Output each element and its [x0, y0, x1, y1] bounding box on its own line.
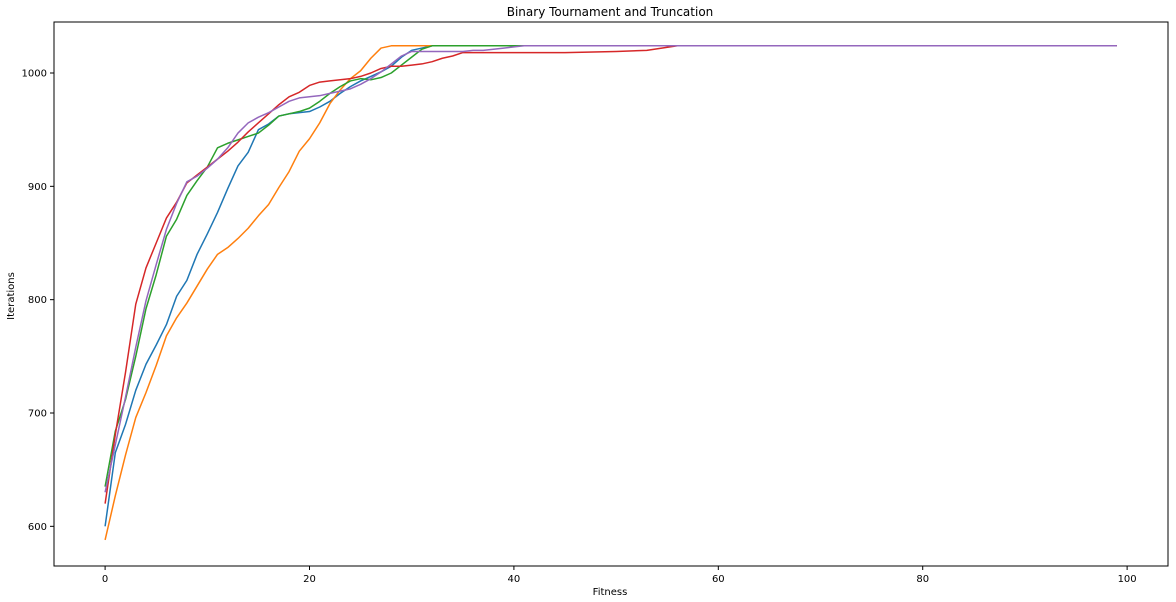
- x-tick-label: 60: [712, 574, 725, 585]
- series-line-3: [104, 45, 1117, 487]
- x-tick-label: 80: [916, 574, 929, 585]
- plot-lines: [104, 45, 1117, 541]
- y-tick-label: 700: [28, 409, 47, 420]
- y-tick-label: 600: [28, 522, 47, 533]
- y-tick-label: 1000: [22, 69, 47, 80]
- y-tick-label: 800: [28, 295, 47, 306]
- y-tick-label: 900: [28, 182, 47, 193]
- x-tick-label: 40: [508, 574, 521, 585]
- chart-title: Binary Tournament and Truncation: [507, 5, 714, 19]
- y-axis-label: Iterations: [6, 272, 17, 320]
- x-tick-label: 100: [1118, 574, 1137, 585]
- x-tick-label: 0: [102, 574, 108, 585]
- series-line-5: [104, 45, 1117, 493]
- series-line-4: [104, 45, 1117, 504]
- x-tick-label: 20: [303, 574, 316, 585]
- plot-frame: [53, 21, 1169, 567]
- x-axis-ticks: 0 20 40 60 80 100: [102, 566, 1137, 585]
- series-line-2: [104, 45, 1117, 541]
- y-axis-ticks: 600 700 800 900 1000: [22, 69, 54, 533]
- x-axis-label: Fitness: [593, 587, 628, 598]
